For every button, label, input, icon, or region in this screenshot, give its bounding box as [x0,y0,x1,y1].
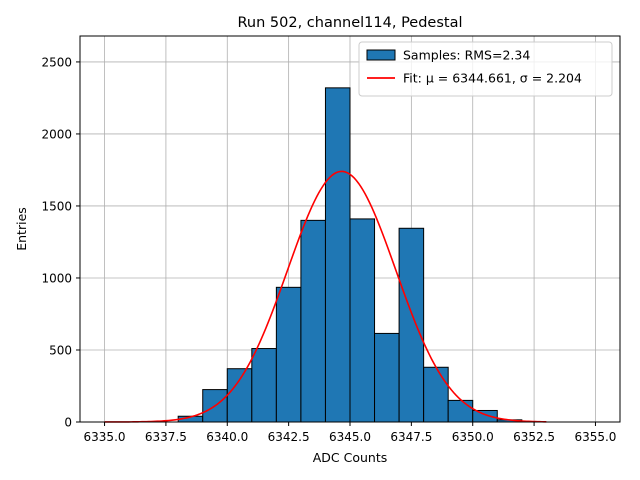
y-tick-label: 500 [49,343,72,357]
x-tick-label: 6337.5 [145,430,187,444]
histogram-bar [251,348,277,423]
histogram-bar [398,227,425,423]
x-tick-label: 6355.0 [574,430,616,444]
histogram-bar [300,219,326,423]
x-axis-label: ADC Counts [313,450,388,465]
histogram-bar [226,368,253,423]
y-tick-label: 0 [64,416,72,430]
legend-box [358,41,613,97]
histogram-bar [472,409,498,423]
x-tick-label: 6340.0 [206,430,248,444]
legend-swatch-samples [366,49,396,61]
x-tick-label: 6352.5 [513,430,555,444]
y-axis: 0 500 1000 1500 2000 2500 [41,55,80,430]
y-tick-label: 1000 [41,271,72,285]
histogram-bars [177,87,523,423]
x-tick-label: 6342.5 [268,430,310,444]
fit-curve [104,170,547,423]
x-tick-label: 6345.0 [329,430,371,444]
histogram-bar [275,286,302,423]
fit-curve-layer [104,170,547,423]
x-tick-label: 6335.0 [84,430,126,444]
legend-label-samples: Samples: RMS=2.34 [403,48,530,63]
y-tick-label: 2500 [41,55,72,69]
legend-label-fit: Fit: μ = 6344.661, σ = 2.204 [403,71,582,86]
y-axis-label: Entries [14,207,29,251]
y-tick-label: 2000 [41,127,72,141]
legend: Samples: RMS=2.34 Fit: μ = 6344.661, σ = … [358,41,613,97]
y-tick-label: 1500 [41,199,72,213]
x-axis: 6335.0 6337.5 6340.0 6342.5 6345.0 6347.5 6350… [84,422,616,444]
x-tick-label: 6350.0 [452,430,494,444]
x-tick-label: 6347.5 [390,430,432,444]
histogram-bar [423,366,449,423]
histogram-bar [374,332,400,423]
histogram-bar [349,218,376,423]
histogram-bar [324,87,351,423]
histogram-bar [447,399,474,423]
chart-title: Run 502, channel114, Pedestal [237,15,462,31]
